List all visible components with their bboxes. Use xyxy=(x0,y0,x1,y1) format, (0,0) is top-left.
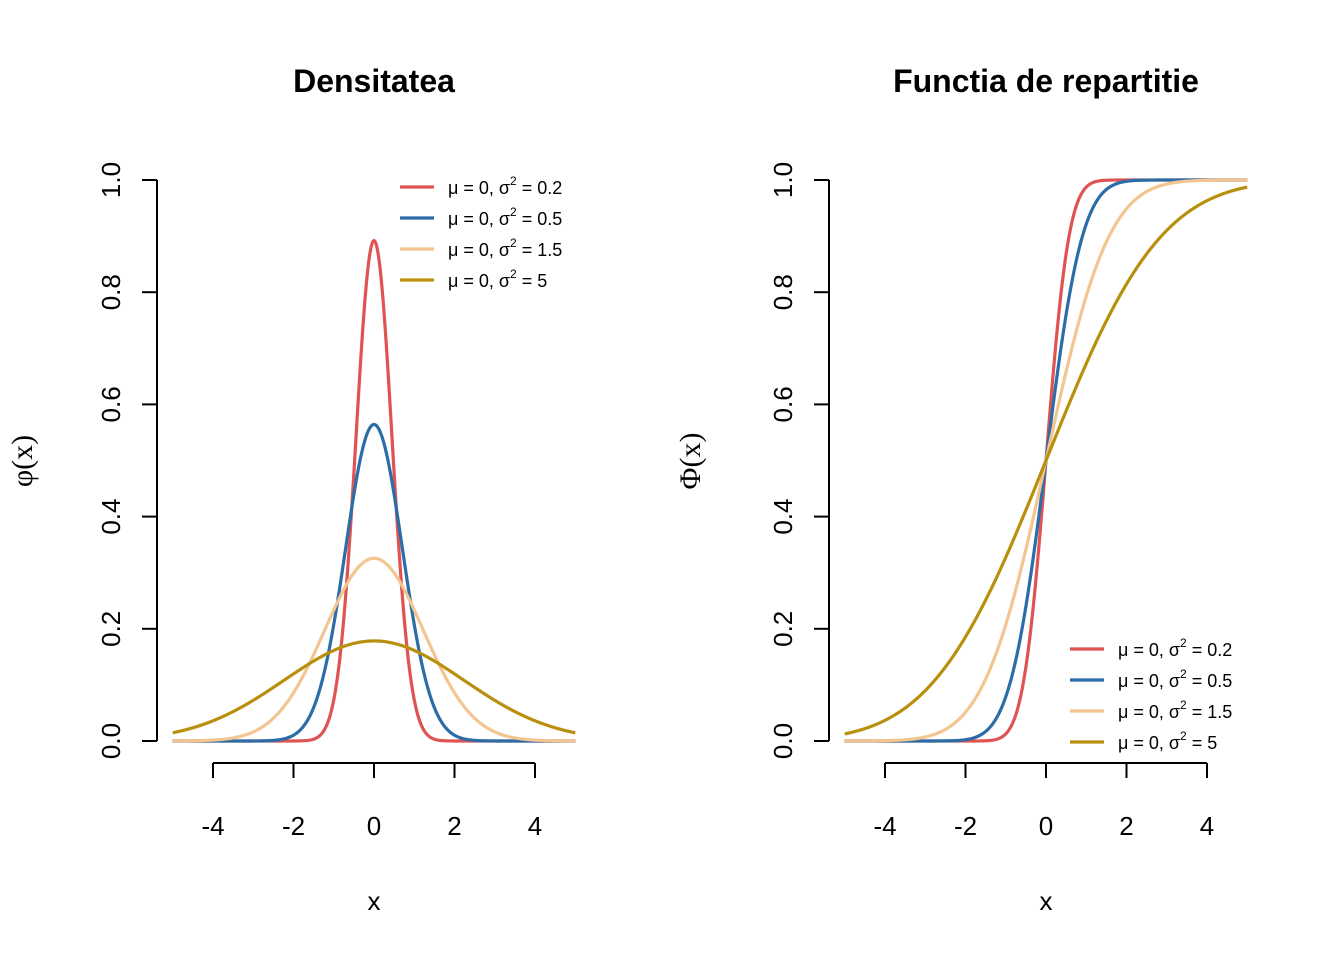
y-axis: 0.0 0.2 0.4 0.6 0.8 1.0 xyxy=(768,162,830,759)
density-title: Densitatea xyxy=(293,63,455,99)
x-axis: -4 -2 0 2 4 xyxy=(201,762,542,841)
series-lines xyxy=(844,178,1248,743)
legend-label: μ = 0, σ2 = 0.5 xyxy=(448,205,562,229)
series-line xyxy=(172,556,576,743)
y-axis: 0.0 0.2 0.4 0.6 0.8 1.0 xyxy=(96,162,158,759)
series-line xyxy=(172,238,576,743)
y-tick-label: 1.0 xyxy=(96,162,126,198)
y-tick-label: 1.0 xyxy=(768,162,798,198)
x-tick-label: 2 xyxy=(1119,811,1133,841)
legend-item: μ = 0, σ2 = 0.5 xyxy=(400,205,562,229)
x-tick-label: 4 xyxy=(1200,811,1214,841)
legend-label: μ = 0, σ2 = 5 xyxy=(1118,729,1217,753)
series-line xyxy=(172,639,576,735)
y-tick-label: 0.2 xyxy=(96,611,126,647)
legend-label: μ = 0, σ2 = 1.5 xyxy=(448,236,562,260)
legend-item: μ = 0, σ2 = 0.5 xyxy=(1070,667,1232,691)
x-tick-label: -4 xyxy=(201,811,224,841)
x-tick-label: 4 xyxy=(528,811,542,841)
legend-item: μ = 0, σ2 = 1.5 xyxy=(1070,698,1232,722)
y-tick-label: 0.0 xyxy=(96,723,126,759)
density-x-label: x xyxy=(368,886,381,916)
y-tick-label: 0.2 xyxy=(768,611,798,647)
y-tick-label: 0.6 xyxy=(768,386,798,422)
x-tick-label: -4 xyxy=(873,811,896,841)
x-tick-label: 2 xyxy=(447,811,461,841)
legend-label: μ = 0, σ2 = 5 xyxy=(448,267,547,291)
density-y-label: φ(x) xyxy=(6,435,39,487)
legend-item: μ = 0, σ2 = 5 xyxy=(1070,729,1217,753)
cdf-panel: Functia de repartitie x Φ(x) -4 -2 0 2 40.00… xyxy=(674,63,1248,916)
legend-label: μ = 0, σ2 = 0.5 xyxy=(1118,667,1232,691)
y-tick-label: 0.8 xyxy=(768,274,798,310)
cdf-y-label: Φ(x) xyxy=(674,433,707,490)
legend: μ = 0, σ2 = 0.2 μ = 0, σ2 = 0.5 μ = 0, σ2 … xyxy=(400,174,562,291)
legend: μ = 0, σ2 = 0.2 μ = 0, σ2 = 0.5 μ = 0, σ2 … xyxy=(1070,636,1232,753)
series-line xyxy=(172,422,576,743)
y-tick-label: 0.4 xyxy=(96,499,126,535)
series-lines xyxy=(172,238,576,743)
legend-label: μ = 0, σ2 = 1.5 xyxy=(1118,698,1232,722)
x-tick-label: -2 xyxy=(282,811,305,841)
y-tick-label: 0.6 xyxy=(96,386,126,422)
y-tick-label: 0.0 xyxy=(768,723,798,759)
legend-label: μ = 0, σ2 = 0.2 xyxy=(1118,636,1232,660)
y-tick-label: 0.4 xyxy=(768,499,798,535)
x-tick-label: 0 xyxy=(367,811,381,841)
series-line xyxy=(844,185,1248,736)
cdf-title: Functia de repartitie xyxy=(893,63,1199,99)
legend-item: μ = 0, σ2 = 0.2 xyxy=(400,174,562,198)
legend-label: μ = 0, σ2 = 0.2 xyxy=(448,174,562,198)
x-axis: -4 -2 0 2 4 xyxy=(873,762,1214,841)
cdf-x-label: x xyxy=(1040,886,1053,916)
legend-item: μ = 0, σ2 = 1.5 xyxy=(400,236,562,260)
legend-item: μ = 0, σ2 = 5 xyxy=(400,267,547,291)
legend-item: μ = 0, σ2 = 0.2 xyxy=(1070,636,1232,660)
density-panel: Densitatea x φ(x) -4 -2 0 2 4 0.0 0.2 0.4 0.6 0.8… xyxy=(6,63,576,916)
y-tick-label: 0.8 xyxy=(96,274,126,310)
x-tick-label: -2 xyxy=(954,811,977,841)
x-tick-label: 0 xyxy=(1039,811,1053,841)
